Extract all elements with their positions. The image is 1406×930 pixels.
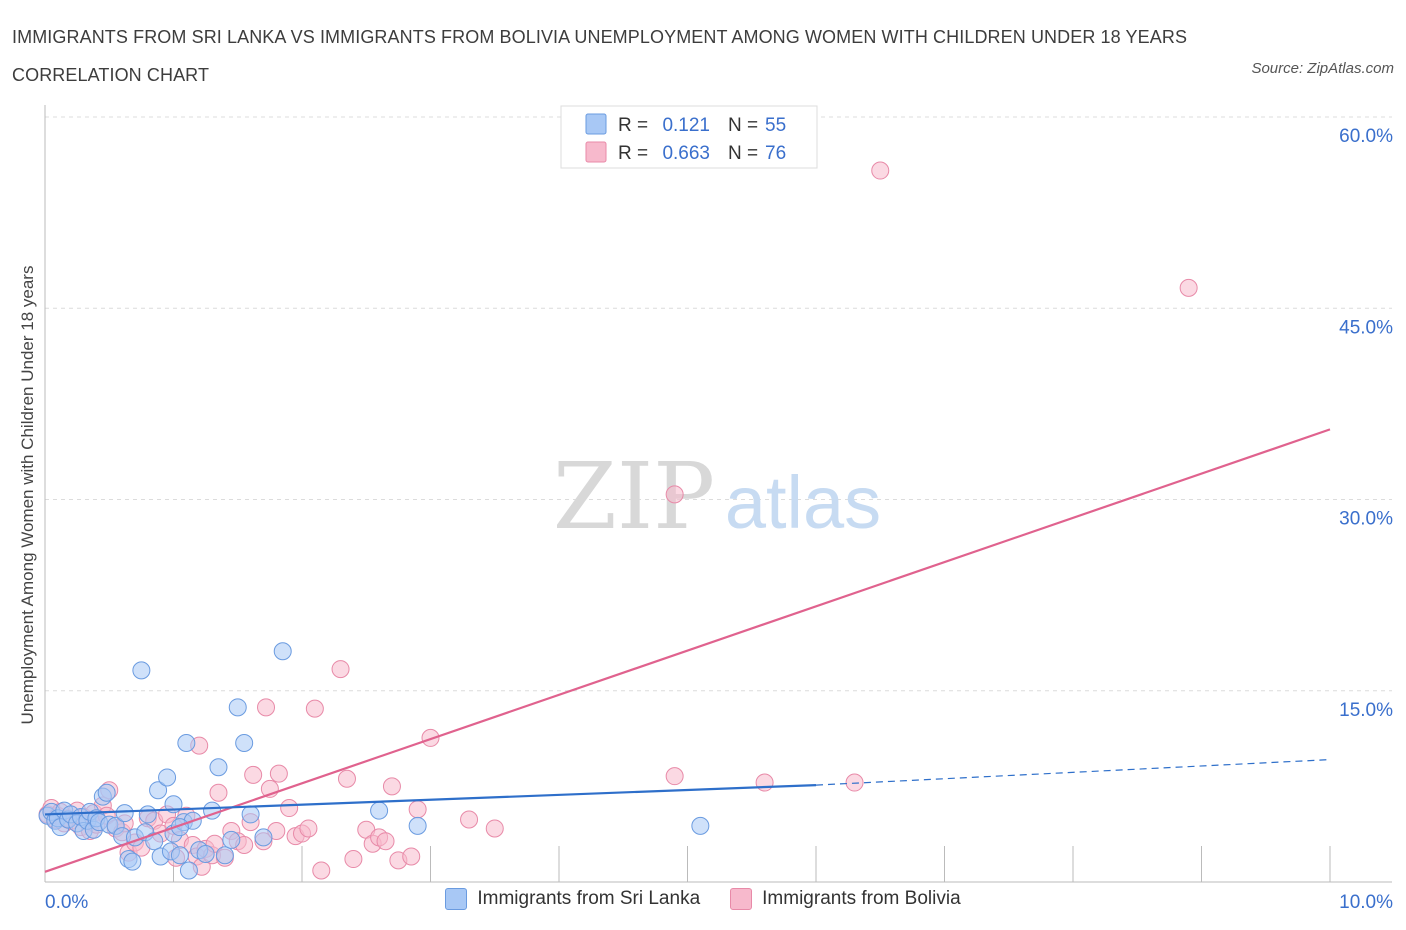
- bottom-legend-swatch-bolivia: [730, 888, 753, 910]
- sri-lanka-point-45: [228, 698, 247, 717]
- legend-swatch-sri-lanka: [585, 113, 607, 135]
- sri-lanka-point-48: [254, 828, 273, 847]
- bolivia-point-69: [665, 485, 684, 504]
- bottom-legend: Immigrants from Sri Lanka Immigrants fro…: [0, 888, 1406, 910]
- sri-lanka-point-42: [209, 758, 228, 777]
- grid-lines: [45, 116, 1392, 692]
- sri-lanka-trend-line: [44, 784, 817, 816]
- bolivia-trend-line: [44, 428, 1331, 873]
- sri-lanka-point-43: [215, 846, 234, 865]
- sri-lanka-point-21: [115, 804, 134, 823]
- bolivia-point-68: [460, 810, 479, 829]
- legend-n-value-2: 76: [765, 143, 786, 164]
- sri-lanka-point-17: [97, 783, 116, 802]
- axes: [44, 105, 1392, 883]
- bolivia-point-58: [344, 850, 363, 869]
- legend-n-value-1: 55: [765, 115, 786, 136]
- source-credit: Source: ZipAtlas.com: [1251, 60, 1394, 77]
- watermark: ZIP atlas: [553, 443, 881, 550]
- legend-r-label-1: R =: [618, 115, 648, 136]
- bolivia-point-38: [209, 783, 228, 802]
- legend-r-value-2: 0.663: [662, 143, 710, 164]
- bolivia-point-72: [845, 773, 864, 792]
- bolivia-point-66: [408, 800, 427, 819]
- sri-lanka-point-51: [408, 816, 427, 835]
- sri-lanka-point-52: [691, 816, 710, 835]
- bolivia-point-70: [665, 767, 684, 786]
- legend-swatch-bolivia: [585, 141, 607, 163]
- sri-lanka-trend-extension: [815, 759, 1331, 786]
- correlation-legend: R = 0.121 N = 55 R = 0.663 N = 76: [560, 105, 818, 169]
- bottom-legend-label-bolivia: Immigrants from Bolivia: [762, 888, 961, 909]
- sri-lanka-point-31: [158, 768, 177, 787]
- bottom-legend-bolivia: Immigrants from Bolivia: [730, 888, 961, 910]
- legend-n-label-2: N =: [728, 143, 758, 164]
- sri-lanka-point-37: [179, 861, 198, 880]
- sri-lanka-point-36: [177, 734, 196, 753]
- bolivia-point-62: [376, 832, 395, 851]
- bolivia-point-54: [305, 699, 324, 718]
- sri-lanka-point-49: [273, 642, 292, 661]
- legend-r-value-1: 0.121: [662, 115, 710, 136]
- bolivia-point-49: [269, 764, 288, 783]
- sri-lanka-point-25: [132, 661, 151, 680]
- legend-n-label-1: N =: [728, 115, 758, 136]
- bolivia-point-63: [382, 777, 401, 796]
- tick-labels: 15.0% 30.0% 45.0% 60.0% 0.0% 10.0%: [45, 126, 1393, 913]
- watermark-zip: ZIP: [553, 443, 715, 550]
- sri-lanka-point-28: [145, 832, 164, 851]
- sri-lanka-point-23: [123, 852, 142, 871]
- sri-lanka-point-34: [170, 846, 189, 865]
- bolivia-point-74: [1179, 278, 1198, 297]
- bolivia-point-44: [244, 765, 263, 784]
- bolivia-point-46: [257, 698, 276, 717]
- bottom-legend-sri-lanka: Immigrants from Sri Lanka: [445, 888, 700, 910]
- bottom-legend-swatch-sri-lanka: [445, 888, 468, 910]
- bolivia-point-73: [871, 161, 890, 180]
- legend-r-label-2: R =: [618, 143, 648, 164]
- sri-lanka-point-40: [196, 844, 215, 863]
- y-tick-label-1: 30.0%: [1339, 509, 1393, 530]
- bolivia-point-75: [485, 819, 504, 838]
- x-tick-label-1: 10.0%: [1339, 892, 1393, 913]
- bolivia-point-57: [337, 769, 356, 788]
- bolivia-point-65: [402, 847, 421, 866]
- x-tick-label-0: 0.0%: [45, 892, 88, 913]
- bolivia-point-55: [312, 861, 331, 880]
- sri-lanka-point-47: [241, 805, 260, 824]
- bolivia-point-56: [331, 660, 350, 679]
- y-tick-label-2: 45.0%: [1339, 317, 1393, 338]
- sri-lanka-point-50: [370, 801, 389, 820]
- bottom-legend-label-sri-lanka: Immigrants from Sri Lanka: [477, 888, 701, 909]
- chart-title: IMMIGRANTS FROM SRI LANKA VS IMMIGRANTS …: [12, 27, 1188, 85]
- bolivia-point-71: [755, 773, 774, 792]
- bolivia-point-50: [280, 799, 299, 818]
- y-tick-label-0: 15.0%: [1339, 700, 1393, 721]
- bolivia-point-53: [299, 819, 318, 838]
- sri-lanka-point-27: [138, 805, 157, 824]
- sri-lanka-point-44: [222, 830, 241, 849]
- trend-lines: [44, 428, 1331, 873]
- y-tick-label-3: 60.0%: [1339, 126, 1393, 147]
- watermark-atlas: atlas: [725, 461, 881, 544]
- sri-lanka-point-29: [149, 781, 168, 800]
- sri-lanka-point-46: [235, 734, 254, 753]
